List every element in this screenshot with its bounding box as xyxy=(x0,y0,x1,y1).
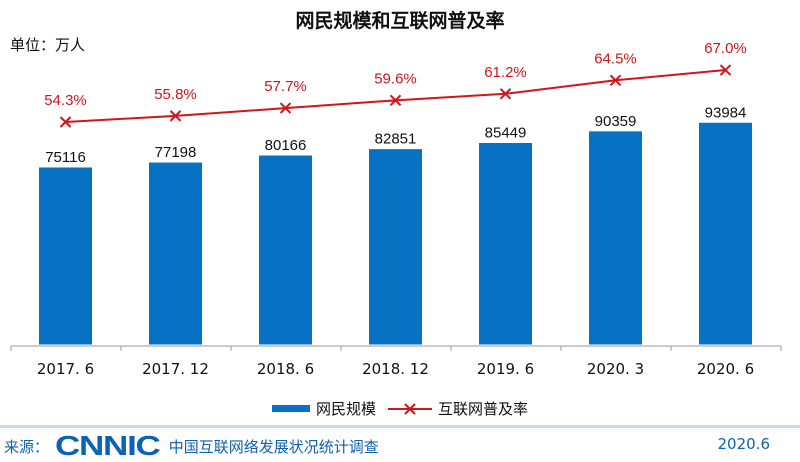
bar xyxy=(588,130,643,346)
rate-label: 55.8% xyxy=(154,86,197,103)
footer-date: 2020.6 xyxy=(717,435,771,453)
legend-label: 互联网普及率 xyxy=(438,400,529,418)
legend-item-bar: 网民规模 xyxy=(271,398,376,419)
rate-label: 61.2% xyxy=(484,64,527,81)
x-tick-label: 2017. 6 xyxy=(37,360,94,378)
survey-name: 中国互联网络发展状况统计调查 xyxy=(168,437,379,456)
bar xyxy=(698,121,753,346)
bar xyxy=(368,148,423,346)
rate-label: 64.5% xyxy=(594,50,637,67)
rate-label: 67.0% xyxy=(704,40,747,57)
rate-label: 54.3% xyxy=(44,92,87,109)
x-tick-label: 2020. 3 xyxy=(587,360,644,378)
x-tick-label: 2019. 6 xyxy=(477,360,534,378)
rate-marker xyxy=(389,94,402,107)
x-tick-label: 2017. 12 xyxy=(142,360,209,378)
source-label: 来源： xyxy=(4,437,50,456)
legend-item-line: 互联网普及率 xyxy=(388,398,528,419)
plot-area: 75116 2017. 6 77198 2017. 12 80166 2018. 6 828… xyxy=(10,40,782,378)
cnnic-logo: CNNIC xyxy=(55,430,161,461)
bar-value-label: 82851 xyxy=(375,131,417,148)
bar-value-label: 93984 xyxy=(705,104,747,121)
legend: 网民规模 互联网普及率 xyxy=(0,398,800,419)
legend-label: 网民规模 xyxy=(315,400,376,418)
rate-marker xyxy=(609,74,622,86)
x-tick-label: 2018. 12 xyxy=(362,360,429,378)
legend-line-swatch xyxy=(388,402,432,415)
rate-marker xyxy=(719,64,732,76)
x-tick-label: 2018. 6 xyxy=(257,360,314,378)
rate-marker xyxy=(279,102,292,114)
rate-label: 59.6% xyxy=(374,70,417,87)
footer: 来源： CNNIC 中国互联网络发展状况统计调查 xyxy=(4,432,379,460)
bar-value-label: 77198 xyxy=(155,144,197,161)
rate-marker xyxy=(169,110,182,122)
x-tick-label: 2020. 6 xyxy=(697,360,754,378)
bar-value-label: 85449 xyxy=(485,124,527,141)
chart-title: 网民规模和互联网普及率 xyxy=(295,10,505,32)
bar xyxy=(148,161,203,346)
unit-label: 单位：万人 xyxy=(10,36,86,54)
bar-value-label: 80166 xyxy=(265,137,307,154)
rate-label: 57.7% xyxy=(264,78,307,95)
rate-marker xyxy=(59,116,72,128)
bar-value-label: 75116 xyxy=(45,149,86,166)
footer-divider xyxy=(0,425,800,428)
rate-marker xyxy=(499,88,512,100)
bar xyxy=(38,166,93,346)
legend-bar-swatch xyxy=(271,405,310,412)
bar xyxy=(258,154,313,346)
bar-value-label: 90359 xyxy=(595,113,637,130)
bar xyxy=(478,141,533,346)
